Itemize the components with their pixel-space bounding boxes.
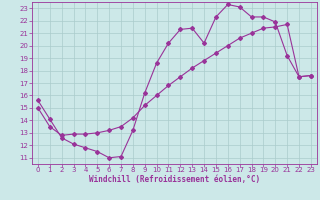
X-axis label: Windchill (Refroidissement éolien,°C): Windchill (Refroidissement éolien,°C) [89, 175, 260, 184]
